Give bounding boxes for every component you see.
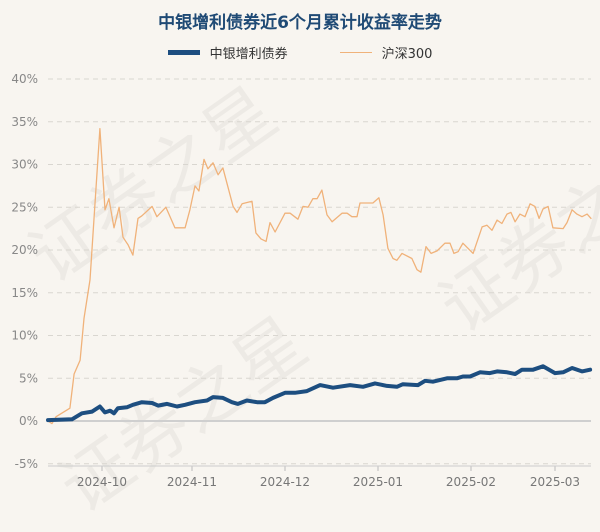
series-line-index xyxy=(47,127,592,425)
y-tick-label: 35% xyxy=(11,115,38,129)
y-tick-label: 0% xyxy=(19,414,38,428)
legend-label-fund: 中银增利债券 xyxy=(209,47,288,62)
series-line-fund xyxy=(46,364,593,423)
legend-swatch-fund xyxy=(167,50,200,55)
legend-item-fund[interactable]: 中银增利债券 xyxy=(167,43,288,62)
legend-label-index: 沪深300 xyxy=(381,47,433,62)
chart-title: 中银增利债券近6个月累计收益率走势 xyxy=(158,13,442,33)
x-tick-label: 2024-12 xyxy=(260,475,310,489)
x-tick-label: 2024-11 xyxy=(167,475,217,489)
y-tick-label: 15% xyxy=(11,286,38,300)
x-tick-label: 2025-01 xyxy=(353,475,403,489)
y-tick-label: -5% xyxy=(15,457,38,471)
y-tick-label: 25% xyxy=(11,200,38,214)
y-tick-label: 20% xyxy=(11,243,38,257)
x-tick-label: 2025-02 xyxy=(446,475,496,489)
legend-item-index[interactable]: 沪深300 xyxy=(339,43,433,62)
y-tick-label: 40% xyxy=(11,72,38,86)
x-tick-label: 2025-03 xyxy=(530,475,580,489)
legend-swatch-index xyxy=(339,52,372,53)
x-tick-label: 2024-10 xyxy=(77,475,127,489)
y-tick-label: 30% xyxy=(11,158,38,172)
y-tick-label: 5% xyxy=(19,371,38,385)
y-tick-label: 10% xyxy=(11,329,38,343)
legend: 中银增利债券 沪深300 xyxy=(0,43,600,62)
line-chart: -5% 0% 5% 10% 15% 20% 25% 30% 35% 40% 2024-10 2024-… xyxy=(11,72,593,489)
